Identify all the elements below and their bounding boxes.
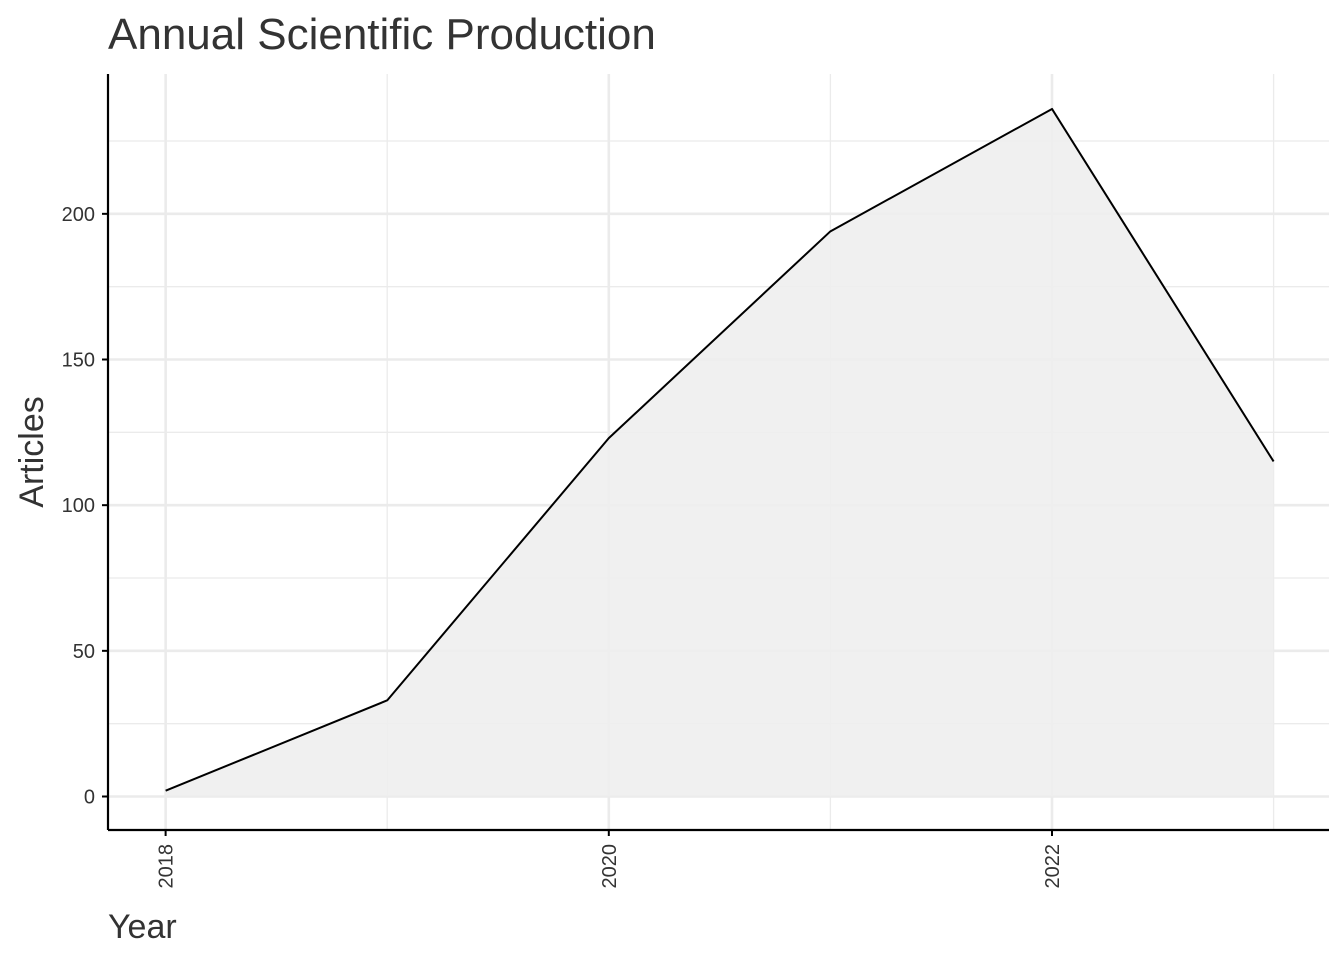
y-axis-title: Articles (13, 396, 51, 507)
chart-title: Annual Scientific Production (108, 10, 656, 59)
x-tick-label: 2020 (599, 844, 621, 889)
y-axis-ticks: 0 50 100 150 200 (62, 204, 108, 808)
area-fill (165, 108, 1274, 797)
y-tick-label: 200 (62, 204, 95, 226)
y-tick-label: 50 (73, 641, 95, 663)
x-tick-label: 2018 (156, 844, 178, 889)
y-tick-label: 0 (84, 786, 95, 808)
y-tick-label: 150 (62, 350, 95, 372)
y-tick-label: 100 (62, 495, 95, 517)
series-line (165, 107, 1275, 792)
x-axis-ticks: 2018 2020 2022 (156, 830, 1064, 889)
x-tick-label: 2022 (1042, 844, 1064, 889)
x-axis-title: Year (108, 908, 177, 946)
